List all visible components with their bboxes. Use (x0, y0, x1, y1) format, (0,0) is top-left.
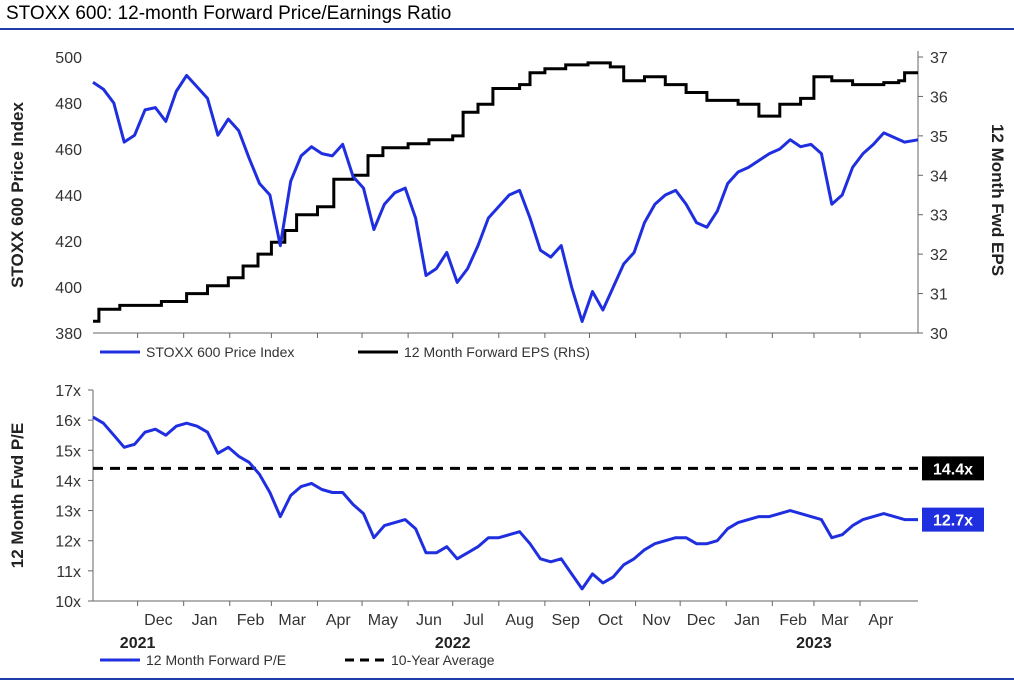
bottom-x-tick-label: Dec (687, 612, 715, 629)
bottom-y-tick-label: 12x (55, 534, 81, 551)
top-left-tick-label: 380 (55, 326, 82, 343)
bottom-x-tick-label: Sep (551, 612, 580, 629)
bottom-x-tick-label: Jan (734, 612, 760, 629)
bottom-x-tick-label: Nov (642, 612, 670, 629)
legend-average-label: 10-Year Average (391, 652, 495, 668)
pe-series-line (92, 415, 918, 591)
bottom-x-tick-label: Jul (463, 612, 483, 629)
top-right-tick-label: 35 (930, 129, 948, 146)
bottom-y-tick-label: 10x (55, 594, 81, 611)
top-left-tick-label: 480 (55, 96, 82, 113)
eps-series-line (93, 61, 918, 323)
bottom-y-tick-label: 14x (55, 473, 81, 490)
legend-pe-label: 12 Month Forward P/E (146, 652, 286, 668)
bottom-x-tick-label: Jan (192, 612, 218, 629)
bottom-axis-title: 12 Month Fwd P/E (8, 423, 27, 568)
top-right-tick-label: 37 (930, 50, 948, 67)
top-right-tick-label: 31 (930, 287, 948, 304)
bottom-y-tick-label: 17x (55, 383, 81, 400)
avg-value-label: 14.4x (933, 461, 973, 478)
top-chart: 380 400 420 440 460 480 500 30 31 32 33 34 35 36 37 STO… (8, 50, 1007, 360)
bottom-x-tick-label: Feb (779, 612, 807, 629)
bottom-y-tick-label: 11x (56, 564, 81, 581)
title-rule (0, 28, 1014, 30)
bottom-year-label: 2021 (120, 635, 156, 652)
legend-price-label: STOXX 600 Price Index (146, 344, 294, 360)
top-right-tick-label: 32 (930, 247, 948, 264)
top-left-axis-title: STOXX 600 Price Index (8, 102, 27, 288)
bottom-year-label: 2022 (435, 635, 471, 652)
last-value-badge (922, 507, 984, 532)
bottom-x-tick-label: Feb (237, 612, 265, 629)
bottom-chart: 10x 11x 12x 13x 14x 15x 16x 17x 12 Month Fwd P/E… (8, 383, 984, 668)
bottom-x-tick-label: Apr (326, 612, 352, 629)
bottom-x-tick-label: Dec (144, 612, 172, 629)
bottom-year-label: 2023 (796, 635, 832, 652)
top-right-tick-label: 36 (930, 89, 948, 106)
top-left-tick-label: 460 (55, 142, 82, 159)
page-title: STOXX 600: 12-month Forward Price/Earnin… (6, 3, 452, 24)
top-right-tick-label: 30 (930, 326, 948, 343)
bottom-y-tick-label: 15x (55, 443, 81, 460)
avg-value-badge (922, 456, 984, 481)
last-value-label: 12.7x (933, 513, 973, 530)
top-left-tick-label: 400 (55, 280, 82, 297)
bottom-x-tick-label: Aug (505, 612, 533, 629)
bottom-x-tick-label: May (368, 612, 398, 629)
bottom-x-tick-label: Jun (416, 612, 442, 629)
top-left-tick-label: 420 (55, 234, 82, 251)
bottom-y-tick-label: 13x (55, 504, 81, 521)
bottom-x-tick-label: Oct (598, 612, 623, 629)
bottom-x-tick-label: Mar (278, 612, 306, 629)
top-left-tick-label: 440 (55, 188, 82, 205)
price-series-line (92, 73, 919, 323)
bottom-x-tick-label: Apr (868, 612, 894, 629)
bottom-x-tick-label: Mar (821, 612, 849, 629)
bottom-y-tick-label: 16x (55, 413, 81, 430)
top-left-tick-label: 500 (55, 50, 82, 67)
top-right-axis-title: 12 Month Fwd EPS (988, 124, 1007, 276)
bottom-rule (0, 678, 1014, 680)
top-right-tick-label: 33 (930, 208, 948, 225)
legend-eps-label: 12 Month Forward EPS (RhS) (404, 344, 590, 360)
top-right-tick-label: 34 (930, 168, 948, 185)
